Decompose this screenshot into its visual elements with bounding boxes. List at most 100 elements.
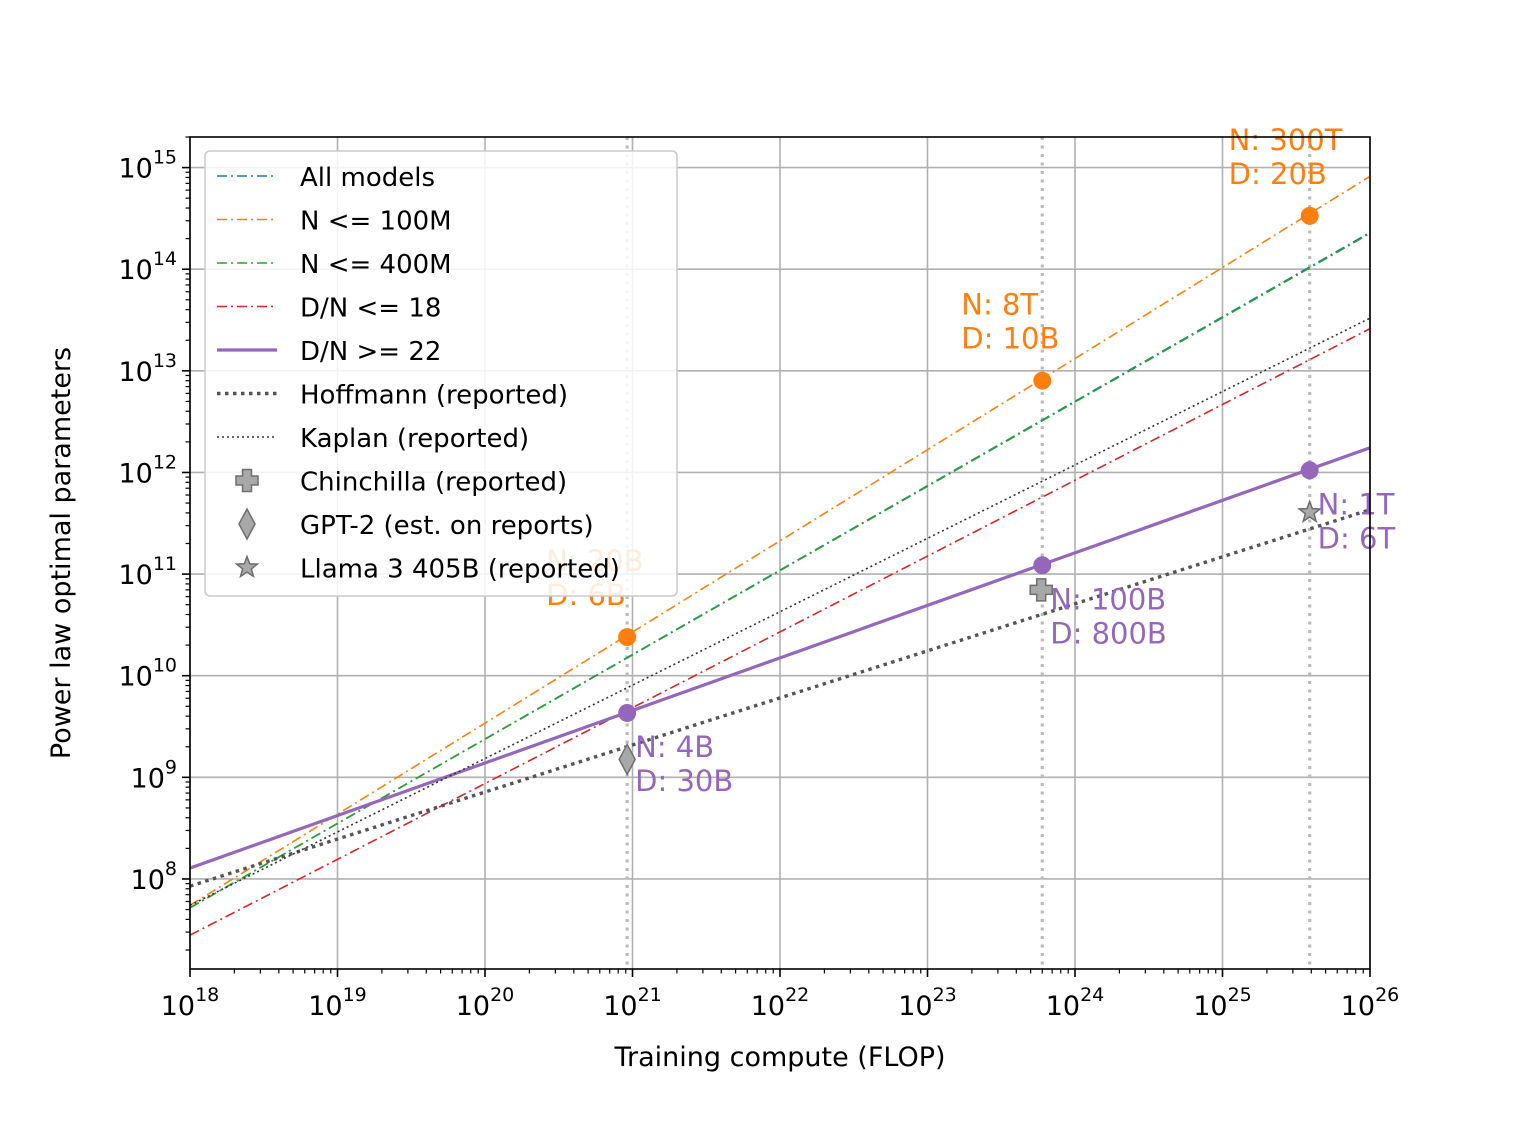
series-line xyxy=(190,232,1370,909)
x-tick-label: 1018 xyxy=(161,984,220,1022)
reported-diamond-marker xyxy=(618,742,637,777)
x-tick-exponent: 20 xyxy=(490,984,514,1006)
series-line xyxy=(190,327,1370,936)
y-tick-base: 10 xyxy=(131,865,165,896)
x-tick-label: 1023 xyxy=(898,984,957,1022)
y-tick-label: 1013 xyxy=(118,350,177,388)
reported-markers xyxy=(618,499,1323,777)
y-tick-exponent: 13 xyxy=(153,350,177,372)
purple-point-label-1: N: 100B D: 800B xyxy=(1050,582,1167,650)
y-tick-label: 1011 xyxy=(118,553,177,591)
y-tick-label: 1014 xyxy=(118,248,177,286)
series-line xyxy=(190,446,1370,870)
x-tick-label: 1022 xyxy=(751,984,810,1022)
x-tick-base: 10 xyxy=(898,991,932,1022)
orange-point xyxy=(618,628,637,647)
x-tick-exponent: 19 xyxy=(343,984,367,1006)
orange-point-label-line2: D: 20B xyxy=(1229,157,1327,191)
orange-point xyxy=(1033,371,1052,390)
y-tick-label: 1012 xyxy=(118,451,177,489)
y-tick-exponent: 10 xyxy=(153,655,177,677)
y-tick-base: 10 xyxy=(118,255,152,286)
legend-label-3: D/N <= 18 xyxy=(300,294,441,324)
y-tick-label: 108 xyxy=(131,858,177,896)
orange-point-label-line1: N: 8T xyxy=(961,288,1038,322)
y-tick-exponent: 11 xyxy=(153,553,177,575)
purple-point-label-line2: D: 800B xyxy=(1050,616,1167,650)
x-tick-exponent: 24 xyxy=(1080,984,1104,1006)
legend-marker-7 xyxy=(235,468,259,493)
x-tick-label: 1021 xyxy=(603,984,662,1022)
x-tick-exponent: 21 xyxy=(638,984,662,1006)
purple-point-label-0: N: 4B D: 30B xyxy=(635,730,733,798)
y-tick-base: 10 xyxy=(118,662,152,693)
annotated-points xyxy=(618,206,1319,722)
legend-label-7: Chinchilla (reported) xyxy=(300,468,567,498)
axis-ticks: 1018 1019 1020 1021 1022 1023 1024 1025 10261081… xyxy=(118,136,1400,1022)
x-tick-exponent: 25 xyxy=(1228,984,1252,1006)
y-tick-exponent: 15 xyxy=(153,147,177,169)
x-tick-exponent: 26 xyxy=(1375,984,1399,1006)
legend-label-2: N <= 400M xyxy=(300,250,452,280)
y-tick-base: 10 xyxy=(118,154,152,185)
reported-plus-marker xyxy=(1029,578,1053,602)
x-tick-label: 1020 xyxy=(456,984,515,1022)
purple-point-label-line1: N: 100B xyxy=(1050,582,1166,616)
x-tick-exponent: 23 xyxy=(933,984,957,1006)
y-tick-base: 10 xyxy=(118,357,152,388)
y-tick-exponent: 14 xyxy=(153,248,177,270)
legend-label-4: D/N >= 22 xyxy=(300,337,441,367)
purple-point xyxy=(618,703,637,722)
y-tick-label: 1010 xyxy=(118,655,177,693)
x-tick-base: 10 xyxy=(1046,991,1080,1022)
purple-point-label-line1: N: 4B xyxy=(635,730,714,764)
orange-point-label-2: N: 300T D: 20B xyxy=(1229,123,1343,191)
purple-point-label-line1: N: 1T xyxy=(1318,487,1395,521)
legend: All models N <= 100M N <= 400M D/N <= 18 D/N… xyxy=(204,150,678,597)
purple-point xyxy=(1033,556,1052,575)
y-tick-label: 1015 xyxy=(118,147,177,185)
purple-point xyxy=(1300,461,1319,480)
x-tick-base: 10 xyxy=(1193,991,1227,1022)
orange-point-label-line1: N: 300T xyxy=(1229,123,1343,157)
x-tick-label: 1025 xyxy=(1193,984,1252,1022)
legend-label-0: All models xyxy=(300,163,435,193)
x-tick-base: 10 xyxy=(751,991,785,1022)
x-tick-base: 10 xyxy=(603,991,637,1022)
y-tick-base: 10 xyxy=(118,560,152,591)
series-line xyxy=(190,508,1370,888)
legend-label-8: GPT-2 (est. on reports) xyxy=(300,511,594,541)
legend-label-9: Llama 3 405B (reported) xyxy=(300,555,620,585)
reported-star-marker xyxy=(1297,499,1323,523)
y-tick-exponent: 9 xyxy=(165,756,177,778)
x-tick-label: 1019 xyxy=(308,984,367,1022)
legend-label-6: Kaplan (reported) xyxy=(300,424,529,454)
y-axis-label: Power law optimal parameters xyxy=(46,347,77,759)
purple-point-label-2: N: 1T D: 6T xyxy=(1318,487,1396,555)
x-tick-base: 10 xyxy=(161,991,195,1022)
y-tick-base: 10 xyxy=(118,458,152,489)
legend-box xyxy=(204,150,678,597)
x-tick-exponent: 22 xyxy=(785,984,809,1006)
series-line xyxy=(190,175,1370,907)
x-axis-label: Training compute (FLOP) xyxy=(613,1042,945,1073)
legend-label-5: Hoffmann (reported) xyxy=(300,381,568,411)
purple-point-label-line2: D: 6T xyxy=(1318,521,1396,555)
x-tick-base: 10 xyxy=(1341,991,1375,1022)
x-tick-base: 10 xyxy=(456,991,490,1022)
y-tick-label: 109 xyxy=(131,756,177,794)
x-tick-base: 10 xyxy=(308,991,342,1022)
y-tick-exponent: 12 xyxy=(153,451,177,473)
orange-point-label-line2: D: 10B xyxy=(961,322,1059,356)
x-tick-label: 1026 xyxy=(1341,984,1400,1022)
legend-marker-9 xyxy=(234,554,260,579)
x-tick-exponent: 18 xyxy=(195,984,219,1006)
series-lines xyxy=(190,175,1370,936)
x-tick-label: 1024 xyxy=(1046,984,1105,1022)
legend-label-1: N <= 100M xyxy=(300,207,452,237)
orange-point xyxy=(1300,206,1319,225)
legend-marker-8 xyxy=(238,507,256,541)
orange-point-label-1: N: 8T D: 10B xyxy=(961,288,1059,356)
y-tick-exponent: 8 xyxy=(165,858,177,880)
